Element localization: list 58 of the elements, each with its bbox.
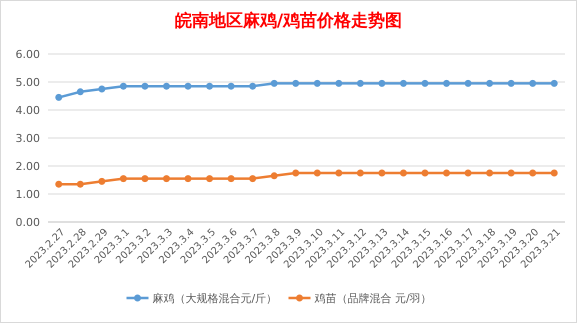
point [270,172,278,180]
point [508,80,515,87]
point [206,82,214,90]
point [529,80,536,87]
point [314,170,321,176]
point [464,170,472,176]
legend-label: 麻鸡（大规格混合元/斤） [152,292,278,305]
point [55,94,62,101]
y-tick-label: 6.00 [16,48,40,61]
y-tick-label: 2.00 [16,160,40,173]
y-tick-label: 4.00 [16,104,40,117]
point [421,80,428,87]
point [421,170,428,176]
point [206,175,214,182]
point [141,175,148,182]
point [378,80,386,87]
point [270,80,278,87]
y-tick-label: 0.00 [16,216,40,229]
point [443,170,450,176]
point [162,175,170,182]
point [356,80,364,87]
point [76,88,84,96]
point [55,180,62,188]
y-tick-label: 3.00 [16,132,40,145]
point [378,170,386,176]
point [120,82,127,90]
point [76,180,84,188]
point [162,82,170,90]
point [141,82,148,90]
point [486,80,494,87]
point [550,170,558,176]
point [335,170,342,176]
point [508,170,515,176]
point [184,175,192,182]
point [400,80,407,87]
point [120,175,127,182]
point [486,170,494,176]
point [314,80,321,87]
point [292,80,300,87]
point [98,178,106,185]
point [400,170,407,176]
point [550,80,558,87]
y-tick-label: 1.00 [16,188,40,201]
point [356,170,364,176]
point [443,80,450,87]
point [249,175,256,182]
point [292,170,300,176]
point [228,175,235,182]
chart-title: 皖南地区麻鸡/鸡苗价格走势图 [174,11,402,31]
point [529,170,536,176]
point [184,82,192,90]
legend-label: 鸡苗（品牌混合 元/羽） [314,292,432,305]
point [335,80,342,87]
point [228,82,235,90]
point [98,86,106,92]
point [464,80,472,87]
point [249,82,256,90]
y-tick-label: 5.00 [16,76,40,89]
